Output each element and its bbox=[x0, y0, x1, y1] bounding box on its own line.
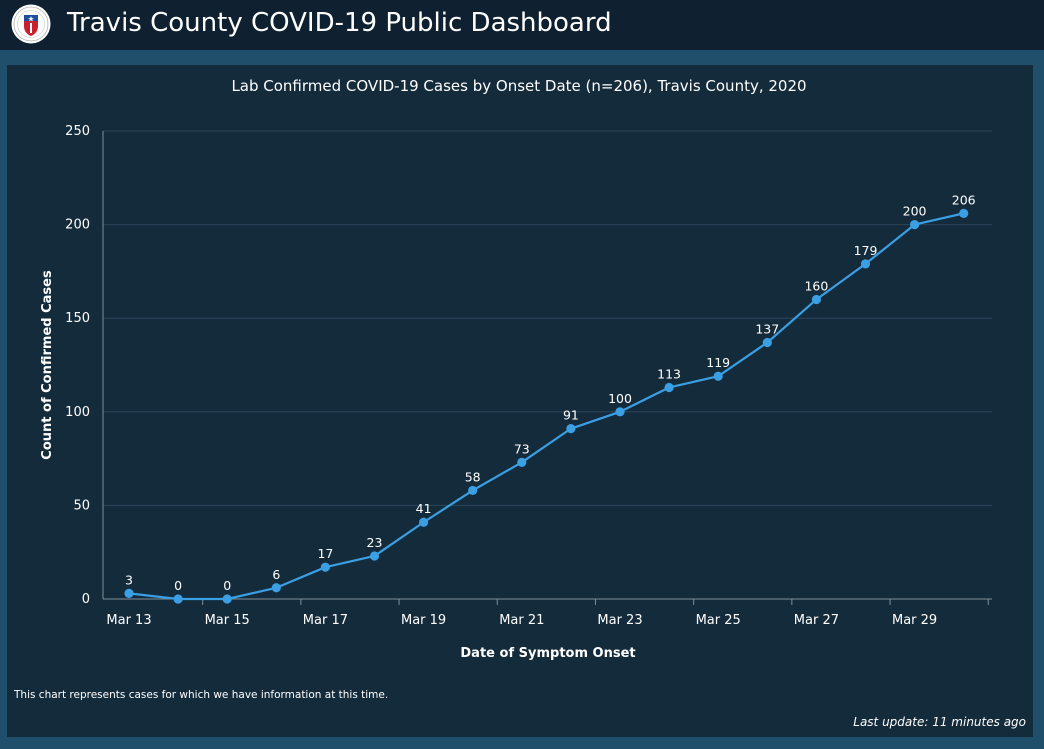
data-label: 206 bbox=[952, 192, 976, 207]
data-label: 41 bbox=[416, 501, 432, 516]
y-tick-label: 0 bbox=[82, 592, 90, 607]
data-label: 179 bbox=[854, 243, 878, 258]
x-tick-label: Mar 19 bbox=[401, 613, 446, 628]
series-cases bbox=[128, 212, 964, 601]
data-label: 58 bbox=[465, 469, 481, 484]
chart-title: Lab Confirmed COVID-19 Cases by Onset Da… bbox=[231, 77, 806, 95]
data-label: 160 bbox=[804, 278, 828, 293]
data-point bbox=[959, 208, 969, 218]
x-tick-label: Mar 29 bbox=[892, 613, 937, 628]
x-tick-label: Mar 15 bbox=[205, 613, 250, 628]
page-title: Travis County COVID-19 Public Dashboard bbox=[67, 8, 612, 38]
data-label: 137 bbox=[755, 322, 779, 337]
y-tick-label: 200 bbox=[65, 218, 90, 233]
data-label: 3 bbox=[125, 572, 133, 587]
x-axis-ticks: Mar 13 Mar 15 Mar 17 Mar 19 Mar 21 Mar 23 Mar … bbox=[106, 599, 989, 628]
data-points bbox=[124, 208, 969, 604]
x-tick-label: Mar 27 bbox=[794, 613, 839, 628]
y-tick-label: 250 bbox=[65, 124, 90, 139]
data-label: 0 bbox=[223, 578, 231, 593]
data-point bbox=[419, 517, 429, 527]
x-tick-label: Mar 23 bbox=[597, 613, 642, 628]
data-point bbox=[664, 382, 674, 393]
data-point bbox=[173, 594, 183, 604]
data-point bbox=[566, 424, 576, 434]
data-label: 6 bbox=[272, 567, 280, 582]
chart-footnote: This chart represents cases for which we… bbox=[14, 689, 389, 701]
x-tick-label: Mar 25 bbox=[696, 613, 741, 628]
data-point bbox=[369, 551, 380, 561]
data-label: 200 bbox=[903, 204, 927, 219]
data-labels: 3 0 0 6 17 23 41 58 73 91 100 113 119 137 160 179 200 206 bbox=[125, 192, 976, 593]
data-point bbox=[811, 294, 822, 305]
data-label: 73 bbox=[514, 441, 530, 456]
x-axis-label: Date of Symptom Onset bbox=[460, 646, 635, 661]
header-bar: Travis County COVID-19 Public Dashboard bbox=[0, 0, 1044, 50]
data-point bbox=[468, 485, 478, 496]
chart-panel: Lab Confirmed COVID-19 Cases by Onset Da… bbox=[7, 65, 1033, 737]
y-tick-label: 150 bbox=[65, 311, 90, 326]
data-label: 17 bbox=[317, 546, 333, 561]
data-point bbox=[910, 220, 920, 230]
data-label: 0 bbox=[174, 578, 182, 593]
data-point bbox=[271, 583, 281, 593]
cases-line-chart: Lab Confirmed COVID-19 Cases by Onset Da… bbox=[40, 77, 992, 661]
data-label: 100 bbox=[608, 391, 632, 406]
chart-axes bbox=[102, 131, 992, 600]
x-tick-label: Mar 21 bbox=[499, 613, 544, 628]
data-point bbox=[615, 407, 625, 417]
y-axis-label: Count of Confirmed Cases bbox=[40, 270, 55, 460]
x-tick-label: Mar 13 bbox=[106, 613, 151, 628]
data-label: 113 bbox=[657, 366, 681, 381]
data-label: 23 bbox=[367, 535, 383, 550]
data-point bbox=[320, 562, 330, 572]
y-tick-label: 100 bbox=[65, 405, 90, 420]
series-line bbox=[128, 212, 964, 601]
data-point bbox=[713, 371, 723, 381]
travis-county-seal-icon bbox=[11, 4, 51, 44]
data-label: 119 bbox=[706, 355, 730, 370]
data-point bbox=[517, 457, 527, 467]
data-point bbox=[124, 588, 134, 598]
data-point bbox=[762, 337, 772, 348]
x-tick-label: Mar 17 bbox=[303, 613, 348, 628]
data-point bbox=[222, 594, 232, 604]
y-axis-ticks: 0 50 100 150 200 250 bbox=[65, 124, 90, 607]
y-tick-label: 50 bbox=[73, 498, 90, 513]
data-label: 91 bbox=[563, 408, 579, 423]
chart-gridlines bbox=[103, 130, 992, 506]
last-update-text: Last update: 11 minutes ago bbox=[853, 715, 1026, 729]
data-point bbox=[860, 259, 871, 269]
